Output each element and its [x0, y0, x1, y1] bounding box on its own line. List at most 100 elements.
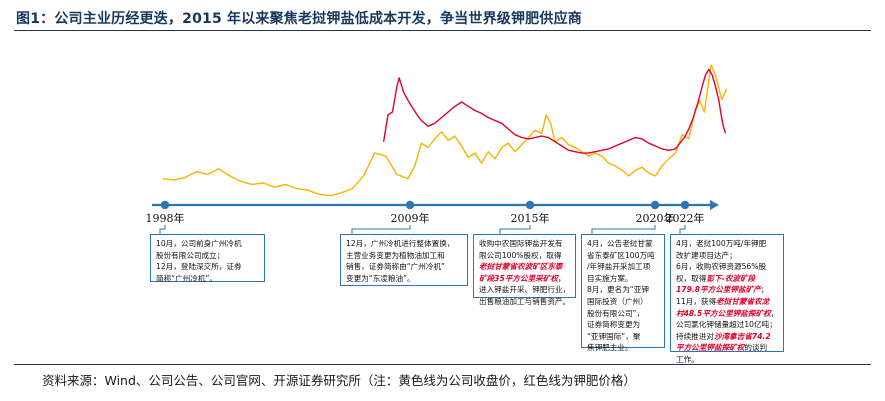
annotation-text: ，: [770, 308, 779, 318]
annotation-line: 销售，证券简称由“广州冷机”: [346, 261, 462, 273]
annotation-line: 限公司100%股权，取得: [479, 250, 570, 262]
annotation-text: 8月，更名为“亚钾: [587, 285, 649, 295]
annotation-text: 省东泰矿区100万吨: [587, 250, 655, 260]
figure-title: 图1：公司主业历经更迭，2015 年以来聚焦老挝钾盐低成本开发，争当世界级钾肥供…: [16, 11, 582, 27]
annotation-text: 工作。: [676, 354, 699, 364]
annotation-text: 目实施方案。: [587, 273, 633, 283]
price-lines: [162, 64, 728, 197]
annotation-line: 简称“广州冷机”。: [156, 273, 259, 285]
annotation-line: /年钾盐开采加工项: [587, 261, 659, 273]
annotation-line: 省东泰矿区100万吨: [587, 250, 659, 262]
year-label: 2015年: [511, 211, 550, 225]
annotation-connector: [591, 225, 656, 234]
annotation-text: 4月，公告老挝甘蒙: [587, 239, 653, 248]
annotation-connectors: [159, 225, 686, 234]
annotation-text: 6月，收购农钾资源56%股: [676, 262, 767, 272]
annotation-line: 焦钾肥主业。: [587, 342, 659, 354]
annotation-connector: [499, 225, 531, 234]
annotation-line: 老挝甘蒙省农波矿区东泰: [479, 261, 570, 273]
year-label: 2009年: [391, 211, 430, 225]
annotation-line: 出售粮油加工与销售资产。: [479, 296, 570, 308]
timeline-marker: [160, 200, 170, 210]
annotation-line: 4月，老挝100万吨/年钾肥: [676, 238, 778, 250]
year-label: 2020年: [636, 211, 675, 225]
timeline-marker: [405, 200, 415, 210]
annotation-text: ，: [557, 273, 566, 283]
annotation-line: 持续推进对沙湾拿吉省74.2: [676, 331, 778, 343]
annotation-line: 平方公里钾盐探矿权的谈判: [676, 342, 778, 354]
annotation-2020: 4月，公告老挝甘蒙 省东泰矿区100万吨/年钾盐开采加工项 目实施方案。 8月，更名为…: [581, 234, 665, 352]
year-label: 2022年: [666, 211, 705, 225]
annotation-line: 主营业务变更为植物油加工和: [346, 250, 462, 262]
annotation-text: 收购中农国际钾盐开发有: [479, 239, 563, 248]
source-note: 资料来源：Wind、公司公告、公司官网、开源证券研究所（注：黄色线为公司收盘价，…: [42, 373, 636, 388]
highlight-text: 村48.5平方公里钾盐探矿权: [676, 308, 771, 318]
annotation-text: 12月，广州冷机进行整体置换，: [346, 239, 455, 248]
year-label: 1998年: [146, 211, 185, 225]
annotation-connector: [679, 225, 686, 234]
annotation-line: 矿段35平方公里采矿权，: [479, 273, 570, 285]
annotation-text: 11月，获得: [676, 296, 717, 306]
timeline-marker: [680, 200, 690, 210]
annotation-text: 焦钾肥主业。: [587, 343, 633, 353]
annotation-connector: [159, 225, 166, 234]
annotation-text: 公司氯化钾储量超过10亿吨；: [676, 320, 777, 330]
annotation-text: ；: [760, 285, 769, 295]
timeline-arrow: [710, 200, 719, 210]
annotation-text: /年钾盐开采加工项: [587, 262, 651, 272]
highlight-text: 沙湾拿吉省74.2: [713, 331, 771, 341]
annotation-1998: 10月，公司前身广州冷机 股份有限公司成立； 12月，登陆深交所，证券 简称“广州冷机…: [150, 234, 265, 285]
annotation-line: 12月，广州冷机进行整体置换，: [346, 238, 462, 250]
annotation-line: 10月，公司前身广州冷机: [156, 238, 259, 250]
annotation-line: 179.8平方公里钾盐矿产；: [676, 284, 778, 296]
annotation-text: “亚钾国际”，聚: [587, 331, 641, 341]
highlight-text: 矿段35平方公里采矿权: [479, 273, 558, 283]
highlight-text: 彭下-农波矿段: [706, 273, 756, 283]
annotation-text: 变更为“东凌粮油”。: [346, 273, 415, 283]
annotation-line: 股份有限公司”，: [587, 308, 659, 320]
timeline-marker: [650, 200, 660, 210]
annotation-line: 12月，登陆深交所，证券: [156, 261, 259, 273]
annotation-text: 简称“广州冷机”。: [156, 273, 218, 283]
timeline-marker: [525, 200, 535, 210]
annotation-line: 改扩建项目达产；: [676, 250, 778, 262]
annotation-text: 12月，登陆深交所，证券: [156, 262, 242, 272]
annotation-text: 国际投资（广州）: [587, 296, 648, 306]
annotation-line: 村48.5平方公里钾盐探矿权，: [676, 308, 778, 320]
annotation-2009: 12月，广州冷机进行整体置换， 主营业务变更为植物油加工和 销售，证券简称由“广州冷…: [340, 234, 468, 286]
annotation-line: 公司氯化钾储量超过10亿吨；: [676, 319, 778, 331]
annotation-line: 权，取得彭下-农波矿段: [676, 273, 778, 285]
annotation-line: 11月，获得老挝甘蒙省农龙: [676, 296, 778, 308]
annotation-text: 股份有限公司成立；: [156, 250, 225, 260]
annotation-connector: [351, 225, 411, 234]
annotation-line: 股份有限公司成立；: [156, 250, 259, 262]
annotation-line: “亚钾国际”，聚: [587, 331, 659, 343]
annotation-text: 持续推进对: [676, 331, 714, 341]
annotation-text: 4月，老挝100万吨/年钾肥: [676, 239, 767, 248]
annotation-line: 工作。: [676, 354, 778, 366]
annotation-line: 国际投资（广州）: [587, 296, 659, 308]
highlight-text: 平方公里钾盐探矿权: [676, 343, 745, 353]
annotation-line: 4月，公告老挝甘蒙: [587, 238, 659, 250]
annotation-text: 出售粮油加工与销售资产。: [479, 296, 571, 306]
annotation-line: 收购中农国际钾盐开发有: [479, 238, 570, 250]
annotation-text: 进入钾盐开采、钾肥行业，: [479, 285, 571, 295]
annotation-text: 限公司100%股权，取得: [479, 250, 562, 260]
annotation-line: 8月，更名为“亚钾: [587, 284, 659, 296]
series-line-red: [382, 68, 727, 154]
annotation-text: 10月，公司前身广州冷机: [156, 239, 242, 248]
annotation-2015: 收购中农国际钾盐开发有 限公司100%股权，取得 老挝甘蒙省农波矿区东泰 矿段35平方…: [473, 234, 576, 306]
highlight-text: 179.8平方公里钾盐矿产: [676, 285, 761, 295]
series-line-yellow: [162, 64, 728, 197]
annotation-line: 证券简称变更为: [587, 319, 659, 331]
annotation-line: 变更为“东凌粮油”。: [346, 273, 462, 285]
annotation-line: 目实施方案。: [587, 273, 659, 285]
highlight-text: 老挝甘蒙省农龙: [716, 296, 770, 306]
bottom-rule: [14, 364, 871, 365]
highlight-text: 老挝甘蒙省农波矿区东泰: [479, 262, 563, 272]
annotation-text: 证券简称变更为: [587, 320, 641, 330]
annotation-text: 改扩建项目达产；: [676, 250, 737, 260]
annotation-text: 股份有限公司”，: [587, 308, 645, 318]
